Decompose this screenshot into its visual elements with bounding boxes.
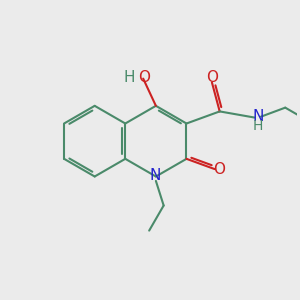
Text: H: H (253, 119, 263, 133)
Text: H: H (124, 70, 135, 85)
Text: N: N (252, 109, 264, 124)
Text: O: O (213, 162, 225, 177)
Text: O: O (206, 70, 218, 85)
Text: O: O (138, 70, 150, 85)
Text: N: N (150, 167, 161, 182)
